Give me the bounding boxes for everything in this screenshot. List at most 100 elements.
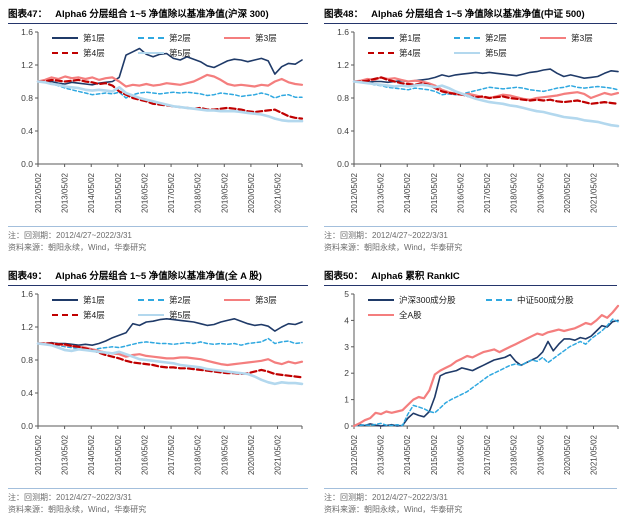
legend-solid-line-swatch — [454, 51, 480, 55]
x-tick-label: 2017/05/02 — [483, 434, 492, 475]
divider — [324, 488, 617, 489]
y-tick-label: 0.8 — [21, 355, 33, 365]
note-source: 资料来源：朝阳永续，Wind，华泰研究 — [324, 243, 463, 252]
legend-item: 第2层 — [138, 294, 224, 306]
y-tick-label: 1 — [344, 395, 349, 405]
figure-50-title-bar: 图表50： Alpha6 累积 RankIC — [324, 266, 617, 286]
legend-dashed-line-swatch — [52, 52, 78, 54]
x-tick-label: 2017/05/02 — [167, 172, 176, 213]
note-source: 资料来源：朝阳永续，Wind，华泰研究 — [8, 505, 147, 514]
legend-label: 第3层 — [255, 295, 277, 305]
x-tick-label: 2015/05/02 — [114, 172, 123, 213]
note-source: 资料来源：朝阳永续，Wind，华泰研究 — [8, 243, 147, 252]
legend-item: 第3层 — [224, 32, 277, 44]
x-tick-label: 2013/05/02 — [61, 434, 70, 475]
legend-item: 第3层 — [224, 294, 277, 306]
y-tick-label: 1.2 — [21, 60, 33, 70]
x-tick-label: 2018/05/02 — [510, 172, 519, 213]
y-tick-label: 0.0 — [21, 159, 33, 169]
figure-50: 图表50： Alpha6 累积 RankIC 0 1 2 3 4 5 2012/05/02 2… — [324, 266, 620, 516]
legend-label: 第3层 — [255, 33, 277, 43]
y-tick-label: 1.2 — [21, 322, 33, 332]
figure-title: Alpha6 累积 RankIC — [371, 271, 460, 282]
legend-solid-line-swatch — [368, 313, 394, 317]
figure-label: 图表48： — [324, 9, 364, 20]
y-tick-label: 0 — [344, 421, 349, 431]
x-tick-label: 2014/05/02 — [87, 434, 96, 475]
x-tick-label: 2013/05/02 — [377, 172, 386, 213]
x-tick-label: 2013/05/02 — [377, 434, 386, 475]
legend-item: 第5层 — [138, 309, 224, 321]
legend-solid-line-swatch — [224, 36, 250, 40]
chart-hs300-layers: 0.0 0.4 0.8 1.2 1.6 2012/05/02 2013/05/02 2014/… — [8, 27, 308, 226]
legend-label: 沪深300成分股 — [399, 295, 456, 305]
legend-solid-line-swatch — [368, 299, 394, 301]
legend-dashed-line-swatch — [368, 52, 394, 54]
series-line-1 — [353, 80, 619, 96]
figure-title: Alpha6 分层组合 1~5 净值除以基准净值(中证 500) — [371, 9, 585, 20]
x-tick-label: 2016/05/02 — [456, 434, 465, 475]
legend-item: 第1层 — [52, 294, 138, 306]
legend-item: 全A股 — [368, 309, 486, 321]
y-tick-label: 0.0 — [337, 159, 349, 169]
chart-canvas: 0 1 2 3 4 5 2012/05/02 2013/05/02 2014/05/02 2015… — [344, 289, 620, 475]
divider — [8, 488, 308, 489]
legend-dashed-line-swatch — [138, 37, 164, 39]
x-tick-label: 2016/05/02 — [140, 434, 149, 475]
chart-legend: 沪深300成分股 中证500成分股 全A股 — [368, 294, 574, 321]
note-backtest: 注：回测期：2012/4/27~2022/3/31 — [324, 493, 448, 502]
figure-notes: 注：回测期：2012/4/27~2022/3/31 资料来源：朝阳永续，Wind… — [8, 227, 308, 254]
y-tick-label: 0.4 — [337, 126, 349, 136]
x-tick-label: 2014/05/02 — [403, 434, 412, 475]
figure-notes: 注：回测期：2012/4/27~2022/3/31 资料来源：朝阳永续，Wind… — [324, 489, 617, 516]
series-line-2 — [36, 73, 304, 88]
x-tick-label: 2012/05/02 — [34, 172, 43, 213]
chart-legend: 第1层 第2层 第3层 第4层 第5层 — [52, 32, 277, 59]
x-tick-label: 2017/05/02 — [483, 172, 492, 213]
chart-legend: 第1层 第2层 第3层 第4层 第5层 — [52, 294, 277, 321]
y-tick-label: 0.8 — [337, 93, 349, 103]
x-tick-label: 2016/05/02 — [140, 172, 149, 213]
legend-solid-line-swatch — [52, 299, 78, 301]
figure-notes: 注：回测期：2012/4/27~2022/3/31 资料来源：朝阳永续，Wind… — [8, 489, 308, 516]
x-tick-label: 2018/05/02 — [194, 434, 203, 475]
figure-49: 图表49： Alpha6 分层组合 1~5 净值除以基准净值(全 A 股) 0.… — [8, 266, 308, 516]
y-tick-label: 1.6 — [21, 290, 33, 299]
x-tick-label: 2019/05/02 — [220, 434, 229, 475]
x-tick-label: 2014/05/02 — [87, 172, 96, 213]
x-tick-label: 2012/05/02 — [34, 434, 43, 475]
x-tick-label: 2016/05/02 — [456, 172, 465, 213]
legend-solid-line-swatch — [368, 37, 394, 39]
figure-49-title-bar: 图表49： Alpha6 分层组合 1~5 净值除以基准净值(全 A 股) — [8, 266, 308, 286]
x-tick-label: 2015/05/02 — [114, 434, 123, 475]
chart-legend: 第1层 第2层 第3层 第4层 第5层 — [368, 32, 593, 59]
chart-canvas: 0.0 0.4 0.8 1.2 1.6 2012/05/02 2013/05/02 2014/… — [21, 289, 304, 475]
figure-48: 图表48： Alpha6 分层组合 1~5 净值除以基准净值(中证 500) 0… — [324, 4, 620, 254]
figure-label: 图表49： — [8, 271, 48, 282]
figure-label: 图表47： — [8, 9, 48, 20]
x-tick-label: 2020/05/02 — [247, 434, 256, 475]
legend-dashed-line-swatch — [486, 299, 512, 301]
note-backtest: 注：回测期：2012/4/27~2022/3/31 — [8, 231, 132, 240]
legend-label: 第2层 — [485, 33, 507, 43]
y-tick-label: 5 — [344, 290, 349, 299]
series-line-1 — [37, 80, 303, 99]
series-line-2 — [352, 304, 620, 428]
legend-solid-line-swatch — [540, 36, 566, 40]
x-tick-label: 2017/05/02 — [167, 434, 176, 475]
legend-label: 第1层 — [83, 33, 105, 43]
legend-item: 第1层 — [368, 32, 454, 44]
x-tick-label: 2018/05/02 — [194, 172, 203, 213]
y-tick-label: 4 — [344, 315, 349, 325]
figure-47: 图表47： Alpha6 分层组合 1~5 净值除以基准净值(沪深 300) 0… — [8, 4, 308, 254]
series-line-4 — [36, 342, 304, 386]
divider — [8, 226, 308, 227]
x-tick-label: 2019/05/02 — [220, 172, 229, 213]
legend-solid-line-swatch — [224, 298, 250, 302]
y-tick-label: 0.4 — [21, 388, 33, 398]
legend-dashed-line-swatch — [138, 299, 164, 301]
figure-47-title-bar: 图表47： Alpha6 分层组合 1~5 净值除以基准净值(沪深 300) — [8, 4, 308, 24]
figure-title: Alpha6 分层组合 1~5 净值除以基准净值(沪深 300) — [55, 9, 269, 20]
legend-solid-line-swatch — [138, 51, 164, 55]
